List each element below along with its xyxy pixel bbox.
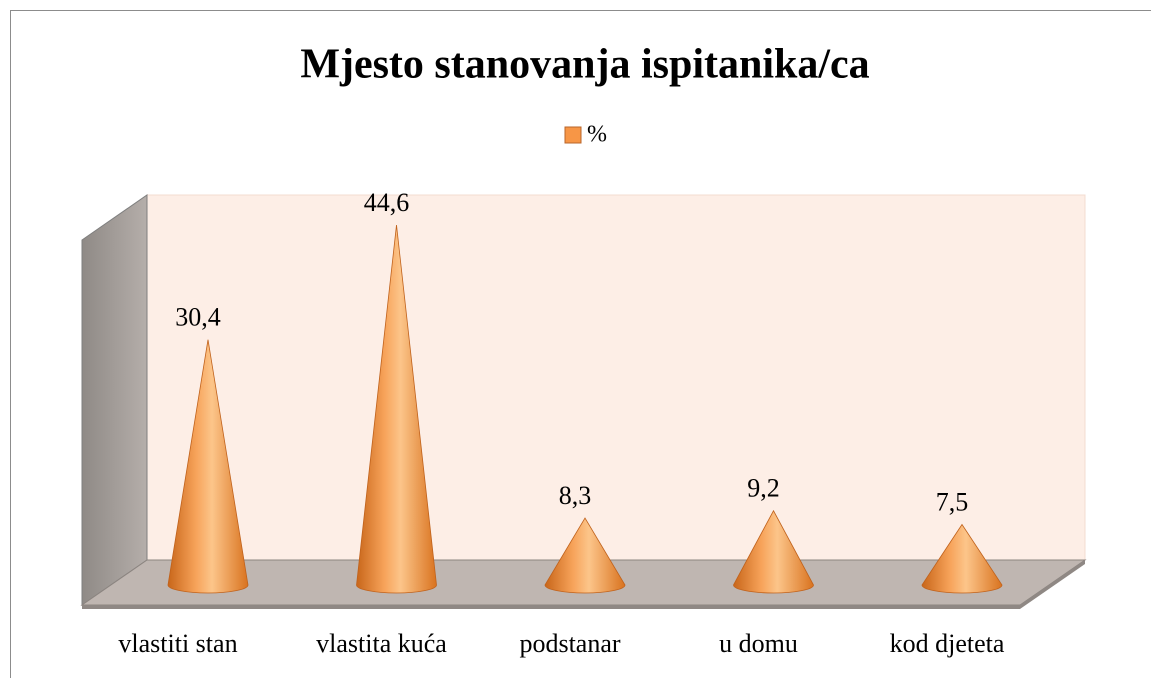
floor-edge bbox=[82, 605, 1020, 609]
chart-title: Mjesto stanovanja ispitanika/ca bbox=[300, 42, 869, 88]
value-label: 44,6 bbox=[364, 188, 410, 217]
x-tick-label: podstanar bbox=[519, 629, 620, 658]
value-label: 30,4 bbox=[175, 303, 221, 332]
x-tick-label: kod djeteta bbox=[890, 629, 1005, 658]
x-tick-label: vlastita kuća bbox=[316, 629, 447, 658]
value-label: 7,5 bbox=[936, 487, 969, 516]
legend-swatch bbox=[565, 127, 581, 143]
value-label: 8,3 bbox=[559, 481, 592, 510]
side-wall bbox=[82, 195, 147, 605]
x-tick-label: u domu bbox=[719, 629, 798, 658]
legend-label: % bbox=[587, 122, 607, 148]
value-label: 9,2 bbox=[747, 474, 780, 503]
x-tick-label: vlastiti stan bbox=[118, 629, 237, 658]
